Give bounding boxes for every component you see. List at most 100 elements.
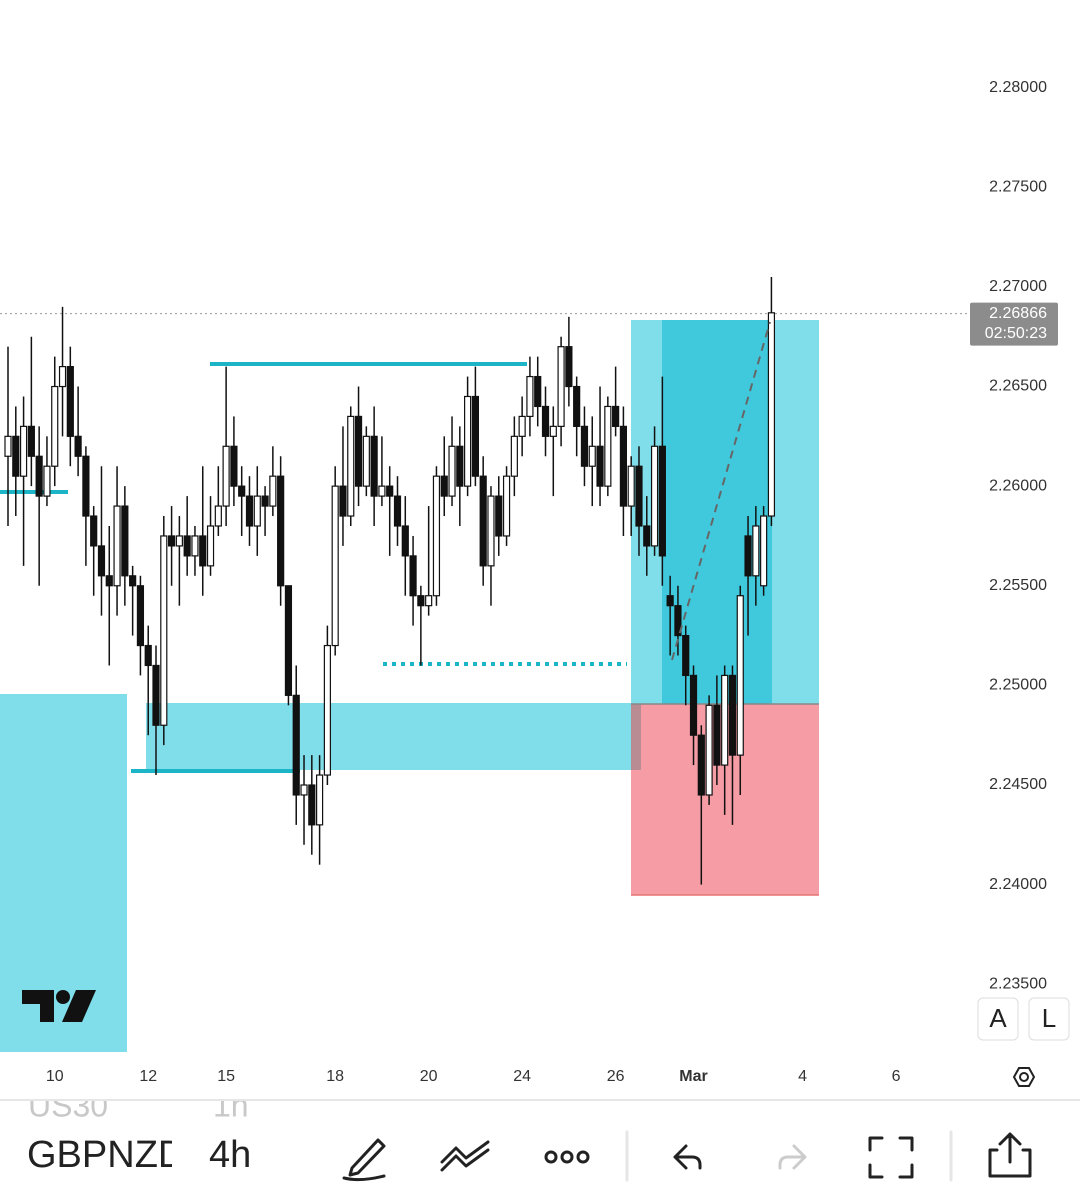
candle-body [183, 535, 191, 557]
candle-body [534, 375, 542, 408]
candle-body [666, 595, 674, 607]
fullscreen-button[interactable] [868, 1136, 914, 1179]
candle-body [658, 445, 666, 557]
candle-body [292, 694, 300, 796]
x-tick-label: Mar [679, 1068, 707, 1085]
share-button[interactable] [988, 1132, 1032, 1178]
candle-body [635, 465, 643, 527]
log-scale-button[interactable] [1028, 997, 1070, 1041]
candle-body [261, 495, 269, 507]
x-tick-label: 10 [46, 1068, 64, 1085]
candle-body [495, 495, 503, 537]
candle-body [362, 435, 370, 487]
candle-body [627, 465, 635, 507]
candle-body [105, 575, 113, 587]
candle-body [557, 346, 565, 427]
y-tick-label: 2.26000 [989, 477, 1047, 494]
candle-body [175, 535, 183, 547]
x-tick-label: 4 [798, 1068, 807, 1085]
x-tick-label: 12 [139, 1068, 157, 1085]
candle-body [393, 495, 402, 527]
y-tick-label: 2.24000 [989, 876, 1047, 893]
candle-body [269, 475, 277, 507]
undo-button[interactable] [673, 1144, 702, 1170]
candle-body [82, 455, 90, 517]
candle-body [113, 505, 121, 587]
candle-body [456, 445, 464, 487]
price-label: 2.26866 [989, 305, 1047, 322]
candle-body [736, 595, 744, 756]
candle-body [721, 674, 729, 766]
candle-body [253, 495, 261, 527]
candle-body [432, 475, 441, 597]
candle-body [744, 535, 752, 577]
candle-body [565, 346, 573, 388]
x-tick-label: 26 [607, 1068, 625, 1085]
candle-body [417, 595, 425, 607]
candle-body [409, 555, 417, 597]
redo-button[interactable] [778, 1144, 807, 1170]
candle-body [347, 415, 355, 517]
candle-body [136, 585, 145, 647]
candle-body [386, 485, 394, 497]
candle-body [541, 405, 550, 437]
candle-body [650, 445, 659, 547]
candle-body [596, 445, 604, 487]
candle-body [510, 435, 518, 477]
prev-symbol[interactable]: US30 [28, 1087, 108, 1123]
indicators-button[interactable] [440, 1140, 490, 1172]
candle-body [191, 535, 199, 557]
candle-body [588, 445, 596, 467]
candle-body [284, 585, 293, 696]
x-tick-label: 18 [326, 1068, 344, 1085]
y-tick-label: 2.26500 [989, 378, 1047, 395]
candle-body [502, 475, 511, 537]
candle-body [354, 415, 363, 487]
projection [671, 321, 771, 661]
symbol[interactable]: GBPNZD [27, 1134, 185, 1176]
candle-body [97, 545, 106, 577]
candle-body [752, 525, 760, 577]
draw-button[interactable] [342, 1138, 386, 1182]
candle-body [331, 485, 339, 647]
candles [4, 276, 776, 885]
candle-body [121, 505, 129, 577]
candle-body [643, 525, 651, 547]
countdown: 02:50:23 [985, 325, 1047, 342]
candle-body [604, 405, 612, 487]
x-tick-label: 6 [892, 1068, 901, 1085]
candle-body [129, 575, 137, 587]
y-tick-label: 2.27500 [989, 179, 1047, 196]
candle-body [160, 535, 168, 726]
candle-body [479, 475, 487, 567]
candle-body [705, 704, 713, 796]
x-tick-label: 24 [513, 1068, 531, 1085]
candle-body [167, 535, 176, 547]
candle-body [206, 525, 215, 567]
candle-body [238, 485, 246, 497]
candle-body [58, 366, 67, 388]
more-button[interactable] [544, 1150, 590, 1164]
candle-body [697, 734, 705, 796]
candle-body [448, 445, 456, 497]
candle-body [323, 644, 331, 776]
candle-body [199, 535, 207, 567]
candle-body [378, 485, 386, 497]
candle-body [152, 664, 160, 726]
candle-body [464, 395, 472, 487]
candle-body [580, 425, 589, 467]
candle-body [51, 385, 59, 467]
candle-body [674, 605, 682, 637]
candle-body [214, 505, 222, 527]
y-tick-label: 2.27000 [989, 278, 1047, 295]
auto-scale-button[interactable] [977, 997, 1019, 1041]
settings-button[interactable] [1012, 1067, 1036, 1087]
interval[interactable]: 4h [209, 1134, 251, 1176]
candle-body [4, 435, 12, 457]
candle-body [230, 445, 238, 487]
prev-interval[interactable]: 1h [213, 1087, 249, 1123]
candle-body [401, 525, 409, 557]
candle-body [573, 385, 581, 427]
